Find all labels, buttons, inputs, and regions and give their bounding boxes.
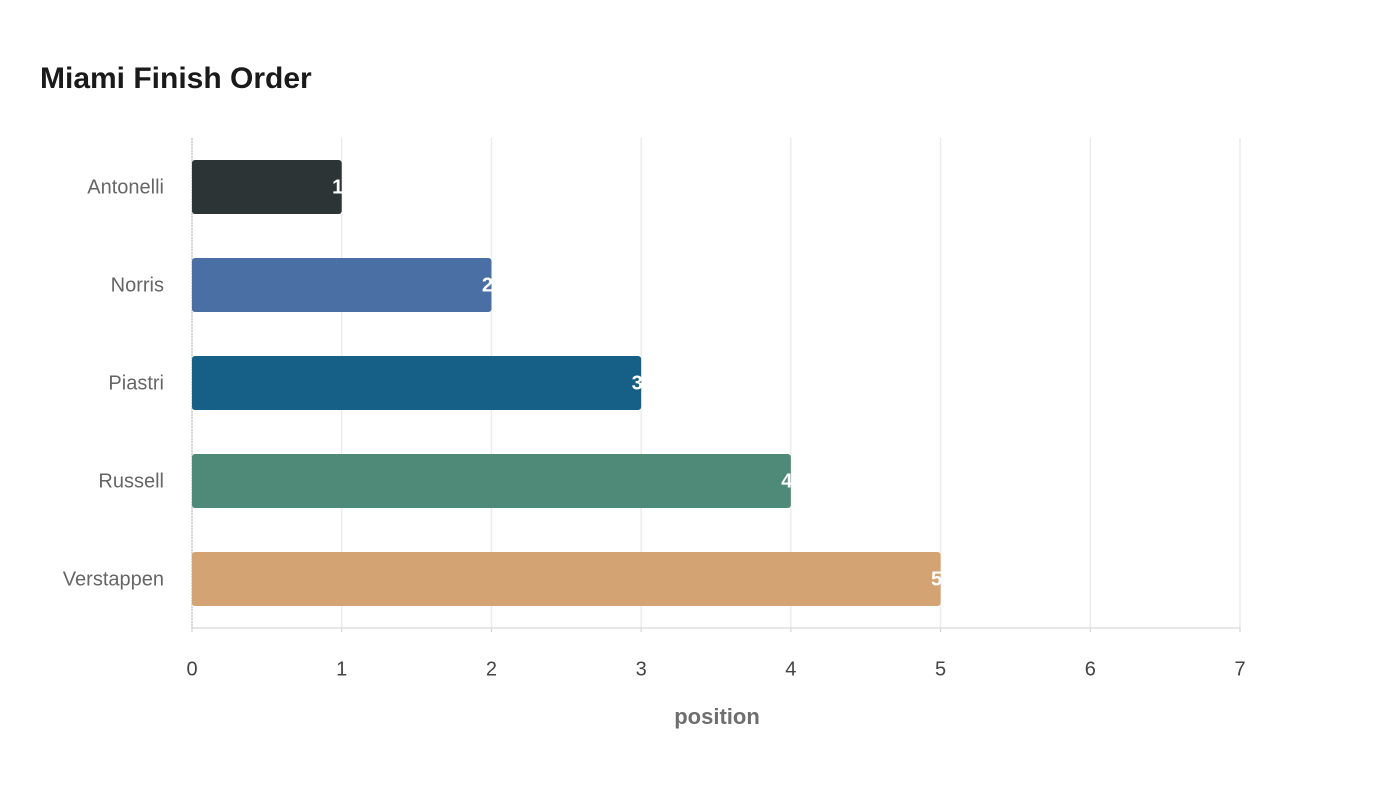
data-label: 1 — [332, 176, 343, 198]
x-tick-label: 1 — [336, 658, 347, 680]
y-tick-label: Antonelli — [87, 176, 164, 198]
x-tick-label: 0 — [186, 658, 197, 680]
x-tick-label: 4 — [785, 658, 796, 680]
x-tick-label: 6 — [1085, 658, 1096, 680]
bar — [192, 454, 791, 508]
bar — [192, 356, 642, 410]
x-axis-label: position — [674, 704, 760, 729]
y-tick-label: Piastri — [108, 372, 164, 394]
x-tick-label: 3 — [636, 658, 647, 680]
data-label: 5 — [931, 568, 942, 590]
y-tick-label: Norris — [111, 274, 164, 296]
data-label: 4 — [781, 470, 793, 492]
bar — [192, 552, 941, 606]
y-tick-label: Verstappen — [63, 568, 164, 590]
x-tick-label: 5 — [935, 658, 946, 680]
bar — [192, 160, 342, 214]
data-label: 2 — [482, 274, 493, 296]
chart-title: Miami Finish Order — [40, 62, 312, 95]
x-tick-label: 2 — [486, 658, 497, 680]
data-label: 3 — [632, 372, 643, 394]
x-tick-label: 7 — [1234, 658, 1245, 680]
bar — [192, 258, 492, 312]
y-tick-label: Russell — [98, 470, 164, 492]
